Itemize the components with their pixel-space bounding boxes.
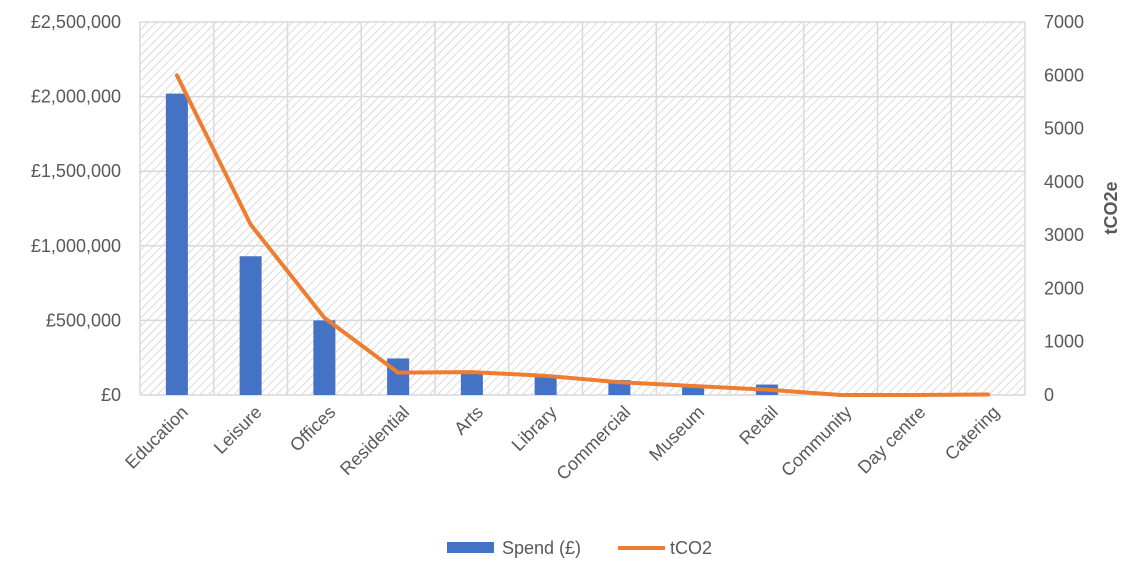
bar-arts: [460, 373, 483, 395]
x-tick-label: Day centre: [854, 402, 930, 478]
left-tick-label: £500,000: [46, 310, 121, 330]
bar-series: [165, 93, 778, 395]
left-tick-label: £1,500,000: [31, 161, 121, 181]
x-tick-label: Residential: [336, 402, 413, 479]
right-axis: 0 1000 2000 3000 4000 5000 6000 7000: [1044, 12, 1084, 405]
x-tick-label: Retail: [735, 402, 782, 449]
x-tick-label: Leisure: [210, 402, 266, 458]
bar-leisure: [239, 256, 262, 395]
left-axis: £0 £500,000 £1,000,000 £1,500,000 £2,000,000…: [31, 12, 121, 405]
x-tick-label: Arts: [450, 402, 487, 439]
right-tick-label: 4000: [1044, 172, 1084, 192]
bar-library: [534, 374, 557, 395]
right-tick-label: 5000: [1044, 119, 1084, 139]
bar-offices: [313, 320, 336, 395]
bar-residential: [387, 358, 410, 395]
legend-label-tco2: tCO2: [670, 538, 712, 558]
right-axis-title: tCO2e: [1101, 181, 1121, 234]
line-series: [174, 73, 991, 397]
x-tick-label: Commercial: [552, 402, 634, 484]
right-tick-label: 0: [1044, 385, 1054, 405]
legend: Spend (£) tCO2: [447, 538, 712, 558]
left-tick-label: £2,500,000: [31, 12, 121, 32]
right-tick-label: 3000: [1044, 225, 1084, 245]
x-tick-label: Museum: [645, 402, 708, 465]
left-tick-label: £1,000,000: [31, 236, 121, 256]
legend-swatch-spend: [447, 542, 494, 553]
x-tick-label: Education: [121, 402, 192, 473]
gridlines: [139, 21, 1026, 396]
x-tick-label: Offices: [286, 402, 340, 456]
bar-museum: [682, 384, 705, 395]
x-tick-label: Catering: [941, 402, 1003, 464]
legend-label-spend: Spend (£): [502, 538, 581, 558]
bar-education: [165, 93, 188, 395]
right-tick-label: 1000: [1044, 332, 1084, 352]
left-tick-label: £2,000,000: [31, 87, 121, 107]
x-tick-label: Community: [777, 402, 856, 481]
right-tick-label: 2000: [1044, 278, 1084, 298]
left-tick-label: £0: [101, 385, 121, 405]
x-tick-label: Library: [508, 402, 561, 455]
right-tick-label: 6000: [1044, 65, 1084, 85]
right-tick-label: 7000: [1044, 12, 1084, 32]
line-tco2: [174, 73, 991, 397]
